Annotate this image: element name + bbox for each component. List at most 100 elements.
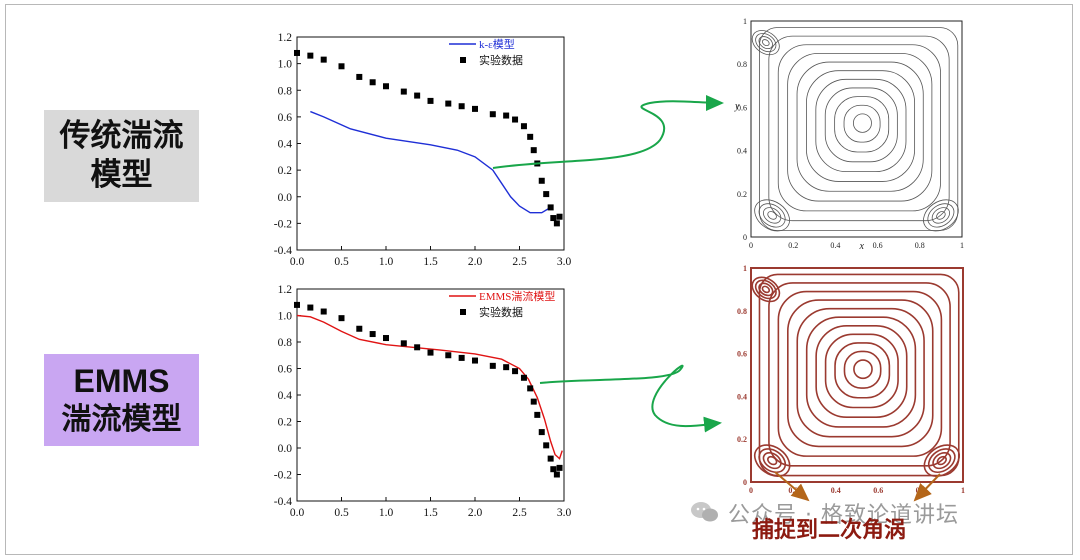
streamline-loop	[834, 342, 891, 399]
y-tick-label: 0.4	[278, 390, 293, 402]
x-tick-label: 1.5	[423, 256, 438, 268]
experiment-point	[512, 368, 519, 375]
experiment-point	[520, 374, 527, 381]
y-tick-label: -0.4	[274, 496, 292, 508]
slide-frame	[5, 4, 1073, 555]
experiment-point	[553, 220, 560, 227]
experiment-point	[472, 105, 478, 112]
stream-y-tick: 0.2	[737, 190, 747, 199]
experiment-point	[538, 429, 545, 436]
velocity-chart-ke: 0.0 0.5 1.0 1.5 2.0 2.5 3.0 -0.4 -0.2 0.0 0.2 0.4 0.…	[274, 32, 572, 268]
stream-y-tick: 0.4	[737, 147, 747, 156]
streamline-loop	[843, 104, 881, 143]
x-tick-label: 2.5	[512, 256, 527, 268]
streamline-loop	[824, 87, 898, 163]
experiment-point	[512, 116, 519, 123]
stream-x-tick: 1	[961, 486, 965, 495]
y-tick-label: -0.4	[274, 245, 292, 257]
model-curve	[296, 314, 563, 460]
corner-vortex-loop	[758, 36, 773, 50]
stream-x-label: x	[859, 241, 865, 252]
y-tick-label: 1.2	[278, 32, 293, 44]
experiment-point	[458, 103, 465, 110]
corner-vortex-loop	[932, 452, 952, 470]
experiment-point	[543, 442, 550, 449]
y-tick-label: 0.8	[278, 85, 293, 97]
y-tick-label: 0.8	[278, 337, 293, 349]
legend-label: k-ε模型	[479, 37, 515, 51]
corner-vortex-loop	[761, 39, 770, 47]
streamline-loop	[777, 44, 941, 212]
traditional-model-text: 传统湍流 模型	[59, 118, 184, 193]
stream-y-tick: 0	[743, 478, 747, 487]
experiment-point	[534, 411, 541, 418]
streamline-loop	[787, 53, 933, 202]
experiment-point	[530, 398, 537, 405]
corner-vortex-loop	[923, 444, 961, 477]
experiment-point	[520, 123, 527, 130]
experiment-point	[472, 357, 478, 364]
stream-x-tick: 0.4	[831, 486, 841, 495]
stream-x-tick: 0.4	[830, 241, 840, 250]
emms-model-label: EMMS 湍流模型	[44, 354, 199, 446]
corner-vortex-loop	[754, 199, 790, 232]
streamline-loop	[853, 359, 873, 380]
y-tick-label: 0.4	[278, 139, 293, 151]
corner-vortex-caption: 捕捉到二次角涡	[752, 518, 907, 543]
legend-label: EMMS湍流模型	[479, 289, 555, 303]
stream-y-tick: 0.8	[737, 60, 747, 69]
corner-vortex-loop	[936, 455, 947, 466]
y-tick-label: 0.0	[278, 443, 293, 455]
stream-x-tick: 0.8	[915, 241, 925, 250]
corner-vortex-loop	[761, 285, 771, 294]
experiment-point	[445, 100, 452, 107]
streamline-plot-emms: 0 0.2 0.4 0.6 0.8 100.20.40.60.81	[737, 264, 965, 495]
streamline-loop	[768, 282, 951, 467]
legend-point-swatch	[460, 57, 466, 63]
y-tick-label: 0.0	[278, 192, 293, 204]
streamline-loop	[796, 307, 925, 438]
streamline-plot-ke: 0 0.2 0.4 0.6 0.8 1 0 0.2 0.4 0.6 0.8 1 x y	[734, 17, 964, 252]
stream-x-tick: 0	[749, 241, 753, 250]
stream-y-tick: 1	[743, 264, 747, 273]
legend-point-swatch	[460, 309, 466, 315]
experiment-point	[307, 52, 314, 59]
experiment-point	[503, 364, 510, 371]
stream-x-tick: 0.6	[873, 241, 883, 250]
streamline-loop	[759, 27, 959, 231]
cavity-frame	[750, 267, 964, 483]
experiment-point	[550, 215, 557, 222]
experiment-point	[527, 133, 534, 140]
experiment-point	[356, 73, 363, 80]
experiment-point	[320, 56, 327, 63]
orange-arrow-right	[913, 473, 941, 502]
experiment-point	[383, 335, 389, 342]
experiment-point	[414, 344, 421, 351]
velocity-chart-emms: 0.0 0.5 1.0 1.5 2.0 2.5 3.0 -0.4 -0.2 0.0 0.2 0.4 0.…	[274, 284, 572, 519]
green-arrow-top	[492, 94, 724, 169]
y-tick-label: 0.2	[278, 417, 293, 429]
streamline-loop	[815, 324, 908, 419]
streamline-loop	[758, 273, 960, 477]
corner-vortex-loop	[762, 452, 782, 470]
experiment-point	[369, 79, 376, 86]
x-tick-label: 2.0	[468, 256, 483, 268]
corner-vortex-loop	[758, 203, 786, 228]
green-arrow-bottom	[539, 364, 722, 433]
x-tick-label: 1.5	[423, 507, 438, 519]
corner-vortex-loop	[923, 199, 959, 232]
experiment-point	[414, 92, 421, 99]
x-tick-label: 0.0	[290, 507, 305, 519]
experiment-point	[489, 362, 496, 369]
stream-y-label: y	[734, 101, 740, 112]
corner-vortex-loop	[936, 211, 946, 220]
experiment-point	[489, 111, 496, 118]
stream-y-tick: 0.6	[737, 103, 747, 112]
stream-y-tick: 0.6	[737, 350, 747, 359]
stream-x-tick: 0.6	[873, 486, 883, 495]
experiment-point	[553, 471, 560, 478]
experiment-point	[556, 464, 563, 471]
stream-y-tick: 0	[743, 233, 747, 242]
experiment-point	[445, 352, 452, 359]
streamline-loop	[834, 96, 890, 153]
